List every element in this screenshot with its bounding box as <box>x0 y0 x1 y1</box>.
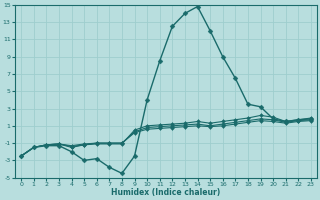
X-axis label: Humidex (Indice chaleur): Humidex (Indice chaleur) <box>111 188 221 197</box>
